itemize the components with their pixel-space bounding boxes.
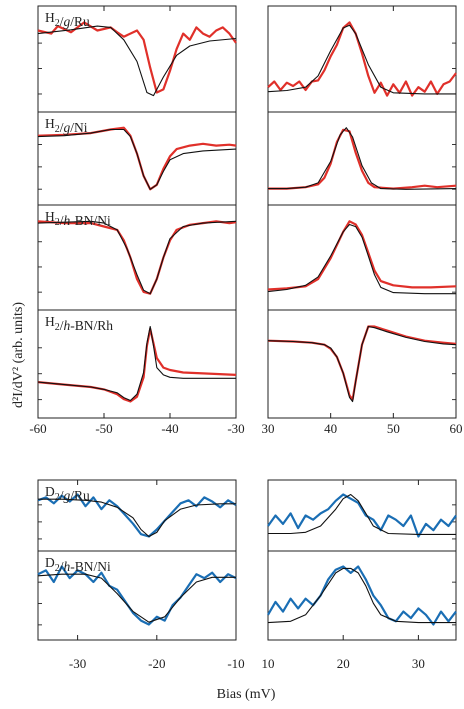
panel-row: D2/h-BN/Ni bbox=[37, 550, 457, 626]
panel-label: H2/h-BN/Ni bbox=[45, 209, 111, 228]
measured-curve bbox=[267, 325, 457, 401]
measured-curve bbox=[267, 220, 457, 291]
panel-label: D2/g/Ru bbox=[45, 484, 90, 503]
panel-label: H2/h-BN/Rh bbox=[45, 314, 113, 333]
x-tick-label: -30 bbox=[227, 421, 244, 436]
x-tick-label: 10 bbox=[262, 656, 275, 671]
panel-row: H2/g/Ru bbox=[37, 10, 457, 97]
fit-curve bbox=[37, 25, 237, 97]
measured-curve bbox=[267, 21, 457, 97]
fit-curve bbox=[37, 573, 236, 623]
x-tick-label: 40 bbox=[324, 421, 337, 436]
measured-curve bbox=[37, 493, 237, 538]
x-tick-label: 20 bbox=[337, 656, 350, 671]
right-panel-frame bbox=[267, 479, 457, 641]
x-tick-label: -30 bbox=[69, 656, 86, 671]
panel-label: H2/g/Ni bbox=[45, 116, 88, 135]
panel-label: D2/h-BN/Ni bbox=[45, 555, 111, 574]
x-tick-label: -20 bbox=[148, 656, 165, 671]
x-tick-label: -60 bbox=[29, 421, 46, 436]
measured-curve bbox=[37, 126, 237, 191]
fit-curve bbox=[268, 493, 456, 535]
x-tick-label: -10 bbox=[227, 656, 244, 671]
fit-curve bbox=[267, 325, 457, 403]
fit-curve bbox=[37, 325, 236, 402]
panel-row: H2/g/Ni bbox=[37, 111, 457, 191]
fit-curve bbox=[267, 223, 456, 295]
section-D2: D2/g/Ru D2/h-BN/Ni -30 -20 -10 10 20 30 bbox=[37, 479, 457, 671]
panel-grid: H2/g/Ru H2/g/Ni H2/h-BN/Ni H2/h-BN/Rh -60 -50… bbox=[29, 5, 463, 671]
fit-curve bbox=[38, 498, 236, 538]
fit-curve bbox=[267, 24, 456, 95]
fit-curve bbox=[37, 128, 237, 190]
panel-row: H2/h-BN/Ni bbox=[37, 204, 457, 295]
measured-curve bbox=[37, 21, 237, 94]
fit-curve bbox=[267, 567, 456, 624]
right-panel-frame bbox=[267, 5, 457, 419]
measured-curve bbox=[37, 327, 237, 403]
section-H2: H2/g/Ru H2/g/Ni H2/h-BN/Ni H2/h-BN/Rh -60 -50… bbox=[29, 5, 463, 436]
measured-curve bbox=[268, 128, 457, 190]
panel-label: H2/g/Ru bbox=[45, 10, 90, 29]
fit-curve bbox=[268, 127, 457, 190]
left-panel-frame bbox=[37, 5, 237, 419]
measured-curve bbox=[267, 493, 457, 538]
x-tick-label: 60 bbox=[450, 421, 463, 436]
x-tick-label: 50 bbox=[387, 421, 400, 436]
x-tick-label: 30 bbox=[262, 421, 275, 436]
fit-curve bbox=[37, 220, 237, 295]
x-tick-label: -40 bbox=[161, 421, 178, 436]
y-axis-title: d²I/dV² (arb. units) bbox=[11, 302, 26, 408]
x-tick-label: -50 bbox=[95, 421, 112, 436]
measured-curve bbox=[37, 565, 237, 626]
panel-row: D2/g/Ru bbox=[37, 484, 457, 540]
left-panel-frame bbox=[37, 479, 237, 641]
measured-curve bbox=[267, 565, 457, 626]
x-axis-title: Bias (mV) bbox=[217, 687, 276, 702]
x-tick-label: 30 bbox=[412, 656, 425, 671]
panel-row: H2/h-BN/Rh bbox=[37, 309, 457, 403]
measured-curve bbox=[37, 220, 237, 295]
